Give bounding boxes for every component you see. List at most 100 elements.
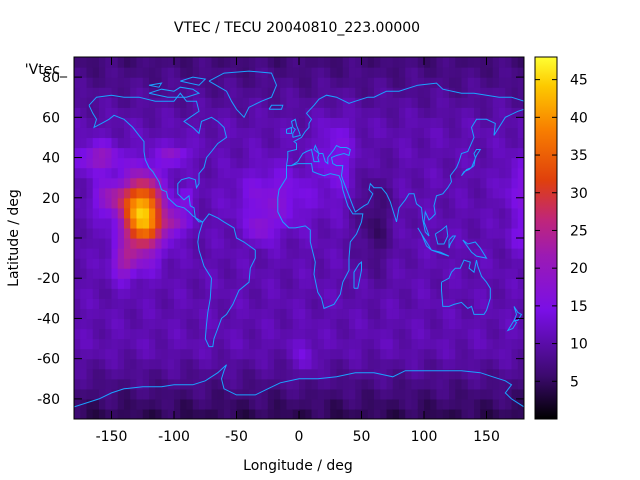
heatmap-cell	[386, 238, 394, 249]
heatmap-cell	[442, 388, 450, 400]
heatmap-cell	[511, 378, 519, 390]
heatmap-cell	[311, 187, 319, 199]
heatmap-cell	[367, 388, 375, 400]
heatmap-cell	[467, 348, 475, 360]
heatmap-cell	[186, 238, 194, 249]
heatmap-cell	[349, 197, 356, 209]
heatmap-cell	[86, 137, 94, 149]
heatmap-cell	[386, 288, 394, 299]
heatmap-cell	[324, 358, 331, 370]
heatmap-cell	[305, 248, 313, 259]
heatmap-cell	[292, 338, 300, 350]
heatmap-cell	[86, 308, 94, 320]
heatmap-cell	[111, 57, 119, 68]
heatmap-cell	[324, 278, 331, 289]
heatmap-cell	[224, 408, 231, 419]
heatmap-cell	[392, 67, 400, 78]
heatmap-cell	[299, 217, 306, 229]
heatmap-cell	[311, 348, 319, 360]
heatmap-cell	[155, 308, 163, 320]
heatmap-cell	[449, 338, 456, 350]
coastline-british-isles	[286, 118, 301, 138]
heatmap-cell	[399, 238, 406, 249]
heatmap-cell	[430, 318, 438, 330]
heatmap-cell	[155, 117, 163, 128]
heatmap-cell	[80, 167, 88, 179]
heatmap-cell	[517, 398, 524, 410]
heatmap-cell	[367, 378, 375, 390]
heatmap-cell	[324, 217, 331, 229]
heatmap-cell	[386, 167, 394, 179]
heatmap-cell	[105, 268, 113, 279]
heatmap-cell	[449, 107, 456, 118]
heatmap-cell	[267, 227, 275, 239]
heatmap-cell	[486, 238, 494, 249]
heatmap-cell	[142, 398, 150, 410]
heatmap-cell	[399, 127, 406, 139]
heatmap-cell	[367, 107, 375, 118]
heatmap-cell	[417, 157, 425, 169]
heatmap-cell	[192, 97, 200, 108]
heatmap-cell	[499, 238, 506, 249]
heatmap-cell	[86, 358, 94, 370]
heatmap-cell	[230, 278, 238, 289]
heatmap-cell	[130, 388, 138, 400]
heatmap-cell	[367, 117, 375, 128]
heatmap-cell	[349, 388, 356, 400]
heatmap-cell	[199, 127, 206, 139]
heatmap-cell	[305, 348, 313, 360]
heatmap-cell	[92, 147, 100, 159]
heatmap-cell	[380, 408, 388, 419]
heatmap-cell	[199, 137, 206, 149]
heatmap-cell	[92, 87, 100, 98]
heatmap-cell	[167, 77, 175, 88]
heatmap-cell	[242, 77, 250, 88]
heatmap-cell	[124, 318, 131, 330]
heatmap-cell	[130, 348, 138, 360]
heatmap-cell	[492, 388, 500, 400]
heatmap-cell	[111, 117, 119, 128]
heatmap-cell	[311, 358, 319, 370]
heatmap-cell	[142, 77, 150, 88]
heatmap-cell	[442, 408, 450, 419]
heatmap-cell	[267, 117, 275, 128]
heatmap-cell	[342, 77, 350, 88]
heatmap-cell	[192, 348, 200, 360]
heatmap-cell	[249, 187, 256, 199]
heatmap-cell	[280, 77, 288, 88]
heatmap-cell	[105, 278, 113, 289]
heatmap-cell	[274, 238, 281, 249]
heatmap-cell	[505, 328, 513, 340]
heatmap-cell	[480, 67, 488, 78]
heatmap-cell	[174, 378, 181, 390]
heatmap-cell	[486, 117, 494, 128]
heatmap-cell	[392, 147, 400, 159]
heatmap-cell	[386, 328, 394, 340]
heatmap-cell	[211, 227, 219, 239]
heatmap-cell	[205, 197, 213, 209]
heatmap-cell	[330, 278, 338, 289]
heatmap-cell	[367, 77, 375, 88]
heatmap-cell	[267, 87, 275, 98]
colorbar-tick-label: 5	[570, 374, 579, 390]
heatmap-cell	[199, 348, 206, 360]
heatmap-cell	[311, 278, 319, 289]
heatmap-cell	[417, 217, 425, 229]
heatmap-cell	[236, 368, 244, 380]
heatmap-cell	[405, 358, 413, 370]
heatmap-cell	[311, 87, 319, 98]
heatmap-cell	[405, 388, 413, 400]
heatmap-cell	[355, 87, 363, 98]
heatmap-cell	[224, 177, 231, 189]
heatmap-cell	[111, 187, 119, 199]
heatmap-cell	[230, 318, 238, 330]
heatmap-cell	[411, 197, 419, 209]
heatmap-cell	[261, 278, 269, 289]
heatmap-cell	[236, 147, 244, 159]
heatmap-cell	[361, 368, 369, 380]
heatmap-cell	[380, 187, 388, 199]
heatmap-cell	[486, 348, 494, 360]
heatmap-cell	[299, 268, 306, 279]
heatmap-cell	[374, 328, 381, 340]
heatmap-cell	[342, 328, 350, 340]
